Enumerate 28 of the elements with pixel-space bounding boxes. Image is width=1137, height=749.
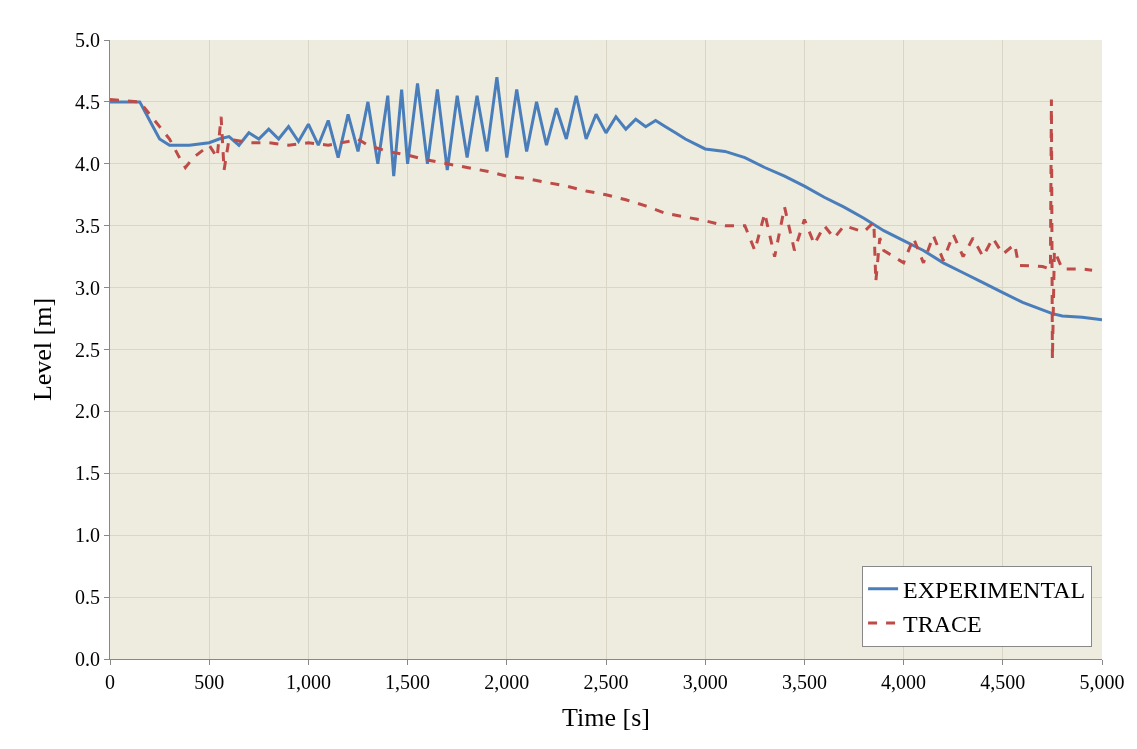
- y-tick-label: 4.0: [75, 152, 100, 175]
- x-tick-label: 4,000: [881, 671, 927, 693]
- y-tick-label: 0.5: [75, 586, 100, 609]
- y-tick-label: 0.0: [75, 648, 100, 670]
- y-tick-label: 2.5: [75, 338, 100, 361]
- x-tick-label: 2,500: [583, 671, 629, 693]
- y-tick-label: 2.0: [75, 400, 100, 423]
- x-tick-label: 3,500: [781, 671, 827, 693]
- y-tick-label: 1.0: [75, 524, 100, 547]
- legend-label: EXPERIMENTAL: [903, 577, 1086, 604]
- y-tick-label: 3.0: [75, 276, 100, 299]
- y-tick-label: 5.0: [75, 29, 100, 51]
- x-tick-label: 1,000: [285, 671, 331, 693]
- x-tick-label: 0: [105, 671, 115, 693]
- line-series: [110, 97, 1094, 361]
- x-tick-label: 1,500: [385, 671, 431, 693]
- x-tick-label: 3,000: [682, 671, 728, 693]
- x-tick-label: 500: [194, 671, 225, 693]
- x-tick-label: 4,500: [980, 671, 1026, 693]
- x-tick-label: 2,000: [484, 671, 530, 693]
- line-series: [110, 75, 1102, 322]
- y-tick-label: 1.5: [75, 462, 100, 485]
- x-tick-label: 5,000: [1079, 671, 1125, 693]
- legend-label: TRACE: [903, 611, 982, 638]
- y-tick-label: 3.5: [75, 214, 100, 237]
- x-axis-title: Time [s]: [562, 702, 650, 732]
- y-tick-label: 4.5: [75, 90, 100, 113]
- y-axis-title: Level [m]: [28, 297, 58, 402]
